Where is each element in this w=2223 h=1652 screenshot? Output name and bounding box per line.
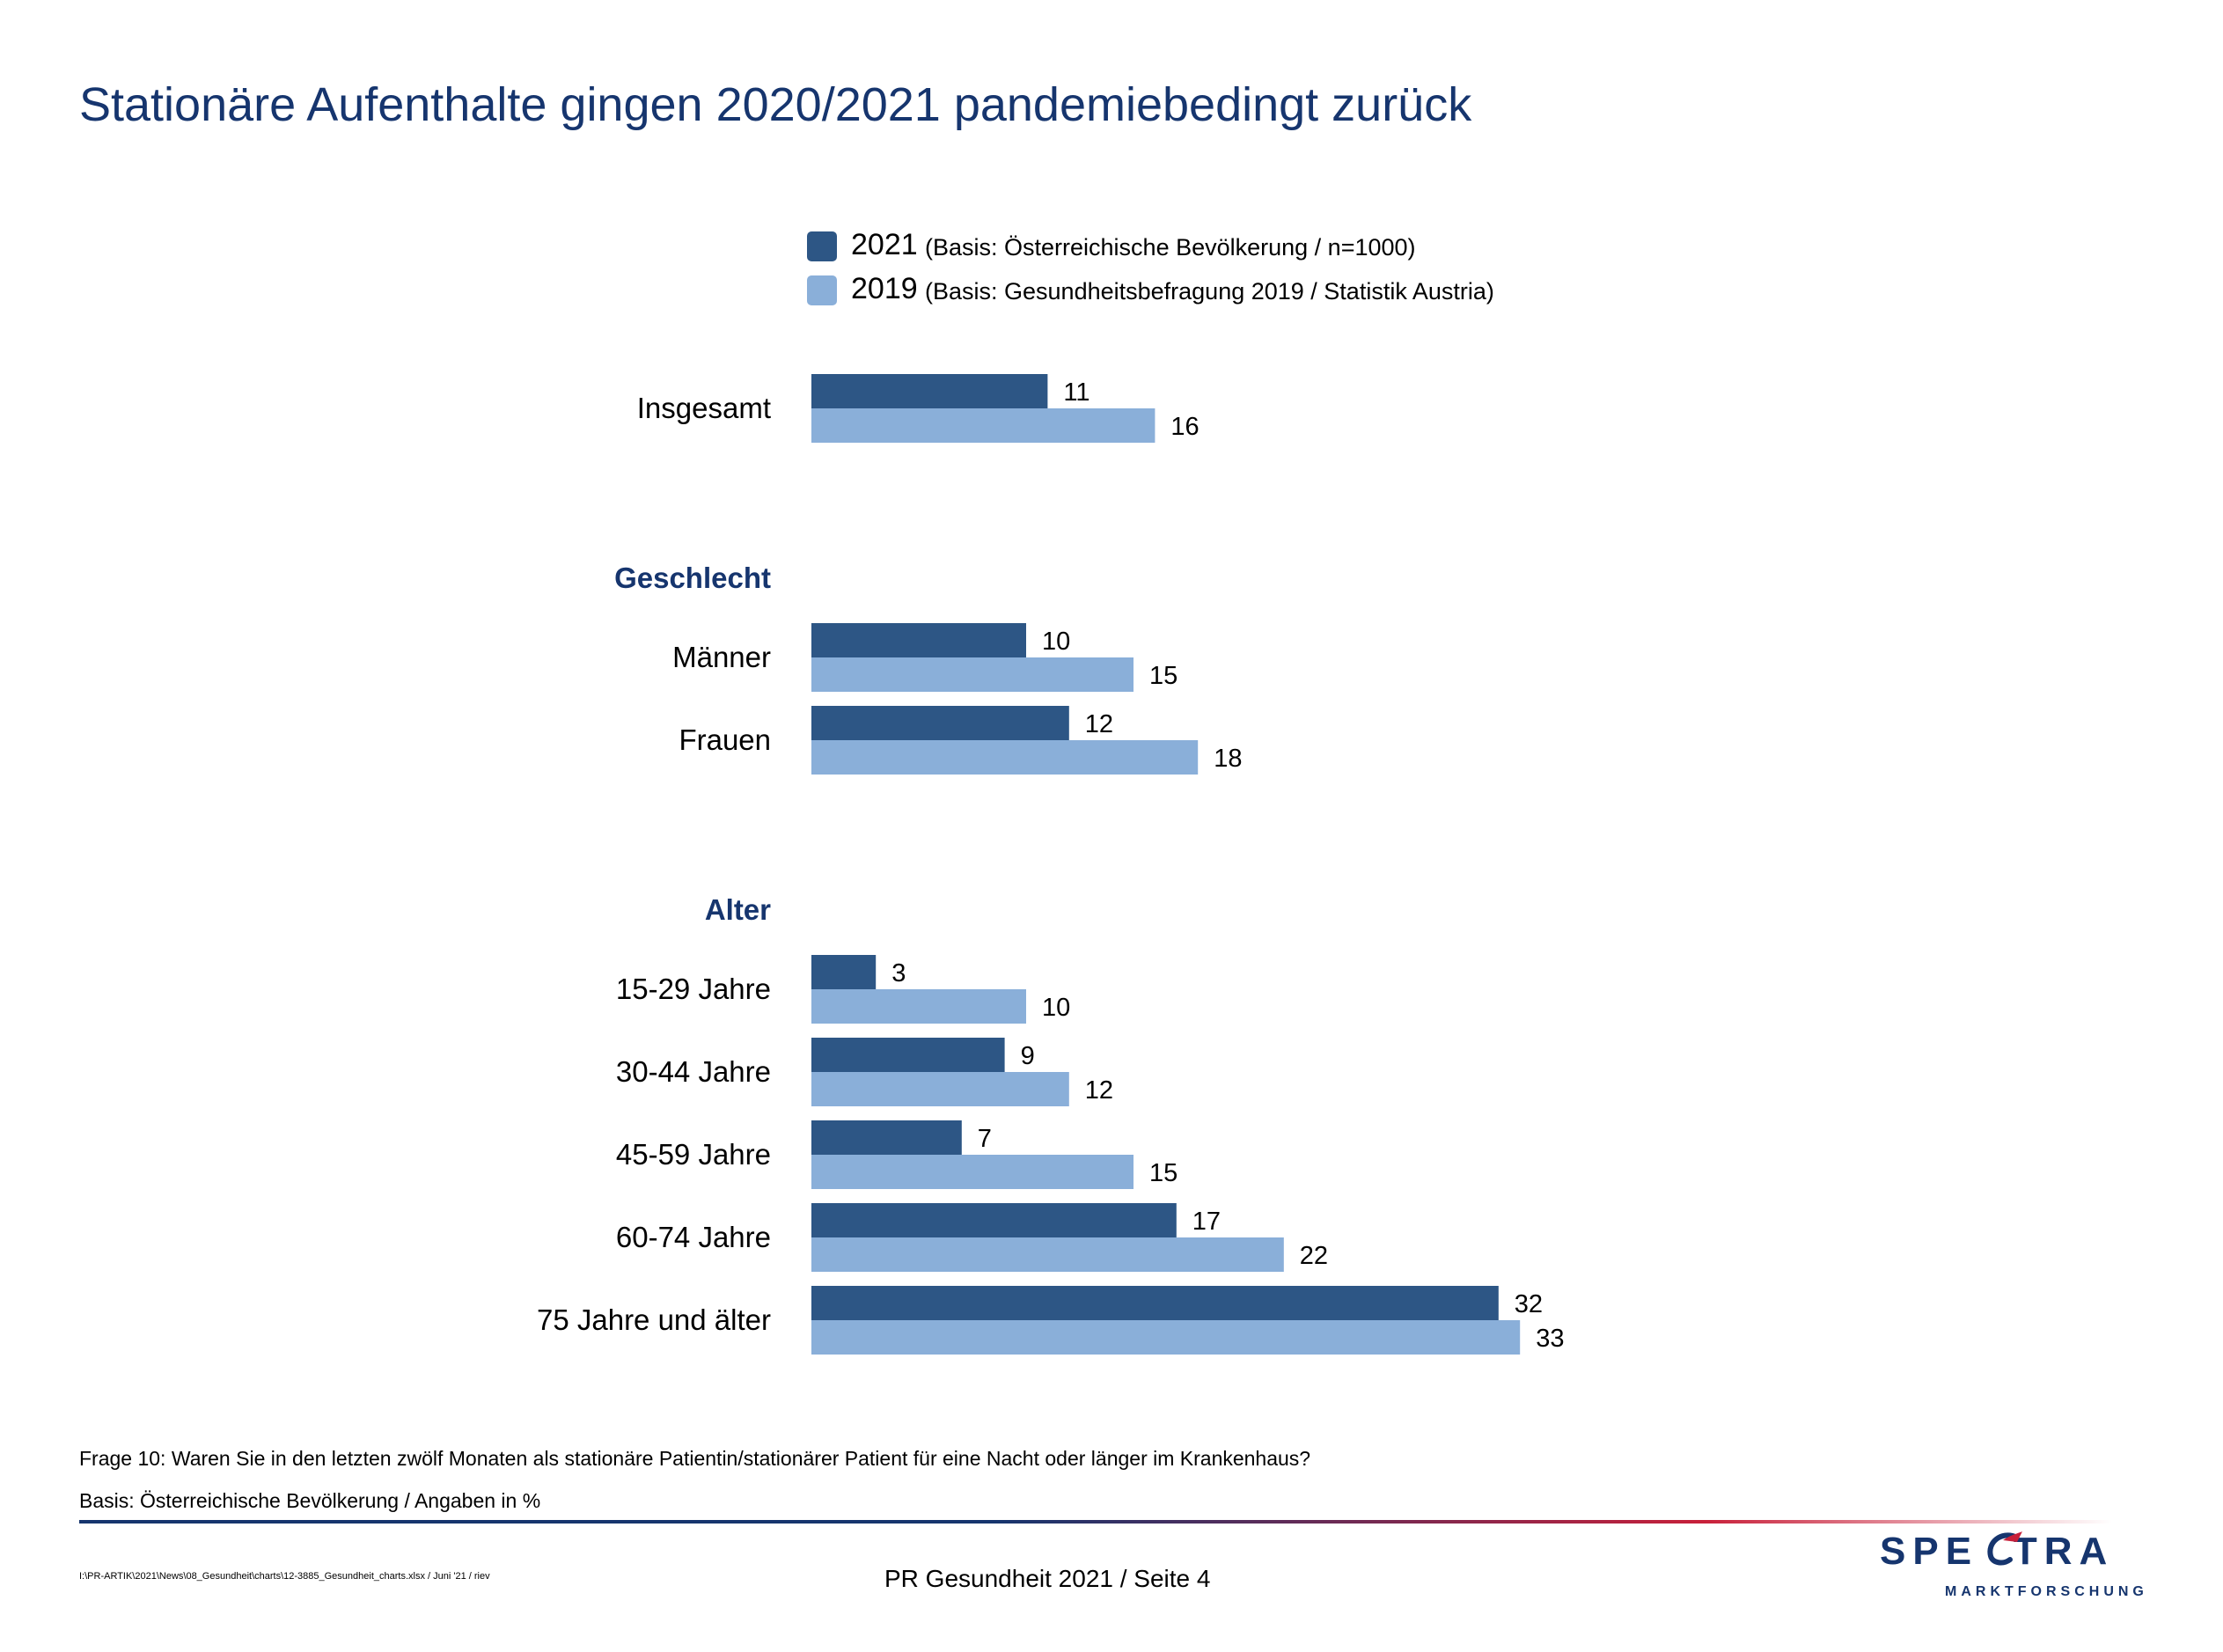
category-label: 75 Jahre und älter <box>537 1303 771 1336</box>
logo-wordmark: SPECTRA <box>1880 1530 2115 1573</box>
category-label: Frauen <box>679 723 771 756</box>
legend-year-2019: 2019 <box>851 272 918 305</box>
value-label-2021: 17 <box>1192 1208 1221 1236</box>
bar-2021 <box>811 706 1069 740</box>
bar-2021 <box>811 955 877 989</box>
legend-basis-2021: (Basis: Österreichische Bevölkerung / n=… <box>925 234 1416 261</box>
legend-swatch-2021 <box>807 231 837 261</box>
value-label-2021: 9 <box>1021 1042 1035 1070</box>
value-label-2019: 33 <box>1536 1325 1564 1353</box>
bar-2019 <box>811 1072 1069 1106</box>
legend-year-2021: 2021 <box>851 228 918 261</box>
category-label: 15-29 Jahre <box>616 973 771 1005</box>
file-path: I:\PR-ARTIK\2021\News\08_Gesundheit\char… <box>79 1571 490 1582</box>
bar-2021 <box>811 1120 962 1155</box>
value-label-2019: 15 <box>1149 1159 1178 1187</box>
value-label-2021: 32 <box>1515 1290 1543 1318</box>
footer-divider <box>79 1520 2112 1524</box>
category-label: 60-74 Jahre <box>616 1221 771 1253</box>
bar-2019 <box>811 657 1134 692</box>
value-label-2019: 22 <box>1300 1242 1328 1270</box>
value-label-2019: 15 <box>1149 662 1178 690</box>
basis-note: Basis: Österreichische Bevölkerung / Ang… <box>79 1489 541 1512</box>
value-label-2021: 7 <box>978 1125 992 1153</box>
bar-chart: Insgesamt 11 16 Geschlecht Männer 10 15 Frauen 1… <box>537 374 1564 1355</box>
bar-2019 <box>811 740 1199 775</box>
value-label-2019: 12 <box>1085 1076 1113 1105</box>
bar-2021 <box>811 374 1048 408</box>
legend-basis-2019: (Basis: Gesundheitsbefragung 2019 / Stat… <box>925 278 1494 305</box>
bar-2021 <box>811 1203 1177 1237</box>
page-title: Stationäre Aufenthalte gingen 2020/2021 … <box>79 78 1472 131</box>
value-label-2019: 18 <box>1214 745 1242 773</box>
bar-2021 <box>811 1038 1005 1072</box>
group-label-1: Geschlecht <box>614 562 771 594</box>
group-label-2: Alter <box>705 893 771 926</box>
category-label: Insgesamt <box>637 392 771 424</box>
spectra-logo: SPECTRA MARKTFORSCHUNG <box>1880 1530 2161 1618</box>
value-label-2021: 10 <box>1042 628 1070 656</box>
category-label: Männer <box>672 641 771 673</box>
bar-2019 <box>811 408 1156 443</box>
bar-2019 <box>811 1320 1521 1355</box>
value-label-2019: 10 <box>1042 994 1070 1022</box>
value-label-2021: 12 <box>1085 710 1113 738</box>
logo-tagline: MARKTFORSCHUNG <box>1945 1584 2148 1599</box>
bar-2019 <box>811 989 1026 1024</box>
bar-2021 <box>811 623 1026 657</box>
bar-2021 <box>811 1286 1499 1320</box>
page-footer: PR Gesundheit 2021 / Seite 4 <box>884 1565 1211 1592</box>
category-label: 30-44 Jahre <box>616 1055 771 1088</box>
legend-swatch-2019 <box>807 275 837 305</box>
value-label-2021: 11 <box>1063 378 1089 407</box>
value-label-2019: 16 <box>1170 413 1199 441</box>
logo-swoosh-icon <box>1987 1531 2022 1566</box>
category-label: 45-59 Jahre <box>616 1138 771 1171</box>
bar-2019 <box>811 1155 1134 1189</box>
value-label-2021: 3 <box>891 959 906 988</box>
bar-2019 <box>811 1237 1284 1272</box>
question-text: Frage 10: Waren Sie in den letzten zwölf… <box>79 1447 1311 1470</box>
